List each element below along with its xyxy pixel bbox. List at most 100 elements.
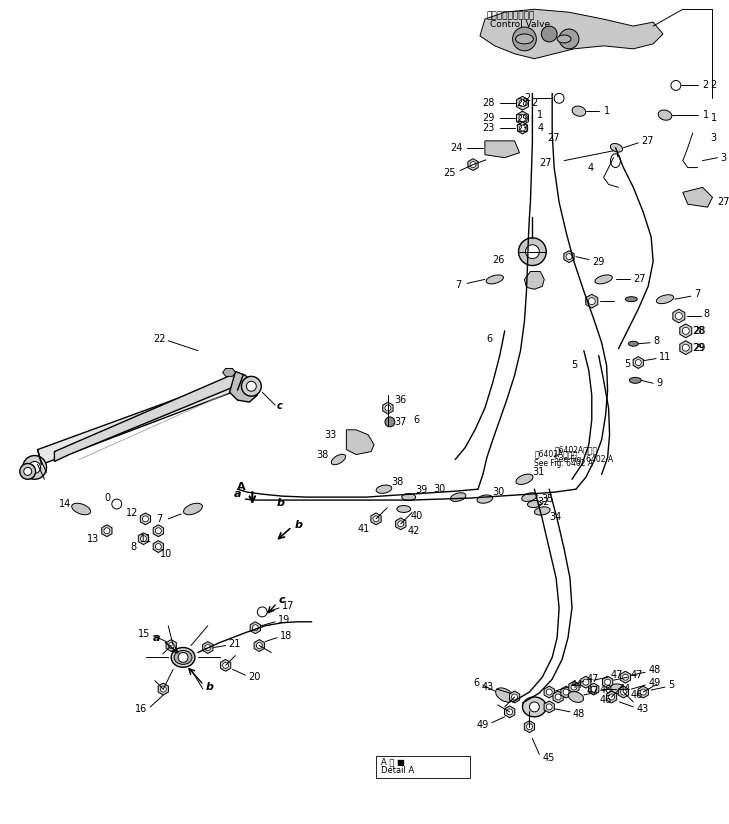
Circle shape xyxy=(507,709,512,714)
Circle shape xyxy=(519,115,526,122)
Text: 48: 48 xyxy=(573,709,585,719)
Ellipse shape xyxy=(557,35,571,43)
Ellipse shape xyxy=(174,650,192,664)
Circle shape xyxy=(526,245,539,259)
Circle shape xyxy=(604,679,611,685)
Circle shape xyxy=(518,238,546,265)
Circle shape xyxy=(470,162,476,167)
Circle shape xyxy=(583,679,589,685)
Text: 4: 4 xyxy=(537,123,543,133)
Circle shape xyxy=(682,327,689,335)
Text: 29: 29 xyxy=(483,113,495,123)
Circle shape xyxy=(23,456,47,480)
Text: 40: 40 xyxy=(410,511,423,521)
Polygon shape xyxy=(683,187,712,207)
Text: 2: 2 xyxy=(524,93,531,103)
Circle shape xyxy=(155,544,161,550)
Ellipse shape xyxy=(451,493,466,502)
Text: A 部 ■: A 部 ■ xyxy=(381,758,405,767)
Text: 26: 26 xyxy=(492,255,504,265)
Text: See Fig. 6402 A: See Fig. 6402 A xyxy=(554,455,613,464)
Text: 14: 14 xyxy=(59,499,71,509)
Circle shape xyxy=(675,312,682,320)
Circle shape xyxy=(104,528,110,534)
Circle shape xyxy=(257,607,268,617)
Circle shape xyxy=(542,26,557,42)
Polygon shape xyxy=(346,430,374,455)
Text: 38: 38 xyxy=(391,477,403,487)
Ellipse shape xyxy=(515,34,534,44)
Text: Detail A: Detail A xyxy=(381,765,414,775)
Ellipse shape xyxy=(522,493,537,502)
Circle shape xyxy=(520,125,526,131)
Text: 5: 5 xyxy=(624,358,631,368)
Text: 30: 30 xyxy=(492,487,504,497)
Text: 16: 16 xyxy=(135,704,147,714)
Text: 27: 27 xyxy=(642,136,654,146)
Text: b: b xyxy=(295,520,303,530)
Text: 49: 49 xyxy=(477,719,489,730)
Text: a: a xyxy=(233,489,241,499)
Circle shape xyxy=(635,359,642,366)
Text: 44: 44 xyxy=(571,680,583,691)
Text: 18: 18 xyxy=(280,630,292,640)
Text: 囶6402A図参照: 囶6402A図参照 xyxy=(554,445,597,454)
Circle shape xyxy=(398,521,404,527)
Text: 47: 47 xyxy=(587,674,599,684)
Ellipse shape xyxy=(523,697,546,717)
Text: 46: 46 xyxy=(600,695,612,705)
Text: 47: 47 xyxy=(611,670,623,681)
Text: 5: 5 xyxy=(572,360,578,371)
Polygon shape xyxy=(230,372,257,402)
Ellipse shape xyxy=(569,691,583,702)
Text: 23: 23 xyxy=(483,123,495,133)
Text: A: A xyxy=(237,482,246,492)
Text: 11: 11 xyxy=(659,352,671,362)
Circle shape xyxy=(554,93,564,103)
Text: 5: 5 xyxy=(668,680,674,691)
Text: 9: 9 xyxy=(656,378,662,388)
Ellipse shape xyxy=(331,454,346,465)
Text: 29: 29 xyxy=(693,343,705,353)
Text: 45: 45 xyxy=(542,753,555,763)
Text: 35: 35 xyxy=(542,494,553,504)
Text: 19: 19 xyxy=(278,615,290,625)
Circle shape xyxy=(373,516,379,522)
Text: Control Valve: Control Valve xyxy=(490,20,550,29)
Circle shape xyxy=(519,100,526,107)
Text: 27: 27 xyxy=(539,157,552,167)
Text: 48: 48 xyxy=(648,665,660,676)
Text: 28: 28 xyxy=(516,98,529,108)
Circle shape xyxy=(385,417,395,427)
Text: 3: 3 xyxy=(720,152,727,162)
Circle shape xyxy=(24,467,31,475)
Circle shape xyxy=(571,684,577,690)
Circle shape xyxy=(512,694,518,700)
Ellipse shape xyxy=(397,505,410,513)
Ellipse shape xyxy=(625,297,637,302)
Text: c: c xyxy=(279,595,286,605)
Circle shape xyxy=(178,653,188,662)
Text: 29: 29 xyxy=(694,343,706,353)
Text: See Fig. 6402 A: See Fig. 6402 A xyxy=(534,459,593,468)
Text: 3: 3 xyxy=(711,133,717,143)
Circle shape xyxy=(546,689,552,695)
Ellipse shape xyxy=(184,503,203,515)
Text: 34: 34 xyxy=(549,512,561,522)
Circle shape xyxy=(20,463,36,480)
Circle shape xyxy=(546,704,552,709)
Text: コントロールバルブ: コントロールバルブ xyxy=(487,12,535,21)
Text: 17: 17 xyxy=(282,601,295,611)
Text: 46: 46 xyxy=(600,685,612,695)
Circle shape xyxy=(112,499,122,509)
Text: 囶6402A図参照: 囶6402A図参照 xyxy=(534,449,577,458)
Text: 1: 1 xyxy=(703,110,709,120)
Text: b: b xyxy=(206,682,214,692)
Text: 47: 47 xyxy=(631,670,643,681)
Circle shape xyxy=(590,686,597,692)
Circle shape xyxy=(640,689,646,695)
Text: 2: 2 xyxy=(531,98,538,108)
Text: 2: 2 xyxy=(703,81,709,91)
Text: 29: 29 xyxy=(516,114,529,124)
Text: 15: 15 xyxy=(138,629,150,639)
